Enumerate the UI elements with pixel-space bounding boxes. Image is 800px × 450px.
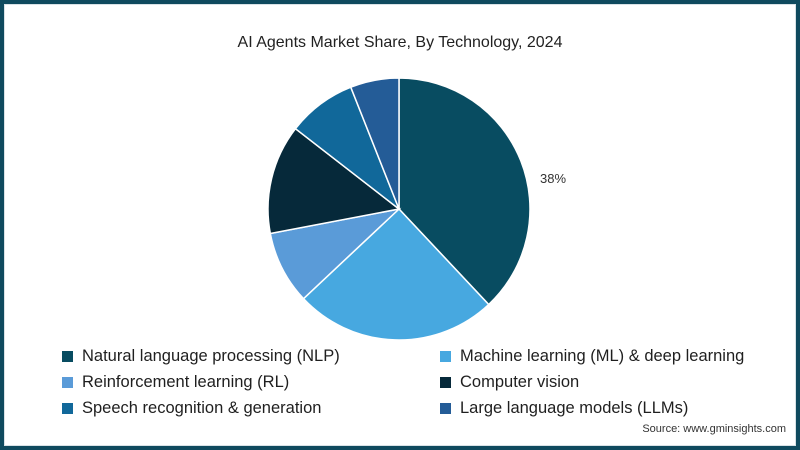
data-label-nlp: 38% bbox=[540, 171, 567, 186]
chart-title: AI Agents Market Share, By Technology, 2… bbox=[237, 34, 563, 51]
legend-swatch-icon bbox=[62, 376, 73, 388]
source-credit: Source: www.gminsights.com bbox=[642, 423, 786, 435]
legend-swatch-icon bbox=[62, 402, 73, 414]
legend-item-ml: Machine learning (ML) & deep learning bbox=[440, 345, 770, 367]
legend-item-cv: Computer vision bbox=[440, 371, 770, 393]
legend-swatch-icon bbox=[440, 376, 451, 388]
legend-swatch-icon bbox=[440, 350, 451, 362]
legend-item-nlp: Natural language processing (NLP) bbox=[62, 345, 440, 367]
legend-item-rl: Reinforcement learning (RL) bbox=[62, 371, 440, 393]
pie-slice bbox=[349, 77, 400, 210]
pie-slice bbox=[267, 127, 401, 235]
legend-label: Large language models (LLMs) bbox=[460, 398, 689, 417]
legend-label: Computer vision bbox=[460, 372, 580, 391]
legend-label: Speech recognition & generation bbox=[82, 398, 322, 417]
legend-item-llm: Large language models (LLMs) bbox=[440, 397, 770, 419]
pie-slice bbox=[398, 77, 531, 306]
pie-slices bbox=[267, 77, 531, 341]
legend-item-speech: Speech recognition & generation bbox=[62, 397, 440, 419]
legend-label: Machine learning (ML) & deep learning bbox=[460, 346, 745, 365]
legend-label: Natural language processing (NLP) bbox=[82, 346, 340, 365]
pie-slice bbox=[302, 207, 490, 341]
legend-swatch-icon bbox=[62, 350, 73, 362]
legend-label: Reinforcement learning (RL) bbox=[82, 372, 290, 391]
legend-swatch-icon bbox=[440, 402, 451, 414]
legend: Natural language processing (NLP) Machin… bbox=[62, 345, 762, 419]
